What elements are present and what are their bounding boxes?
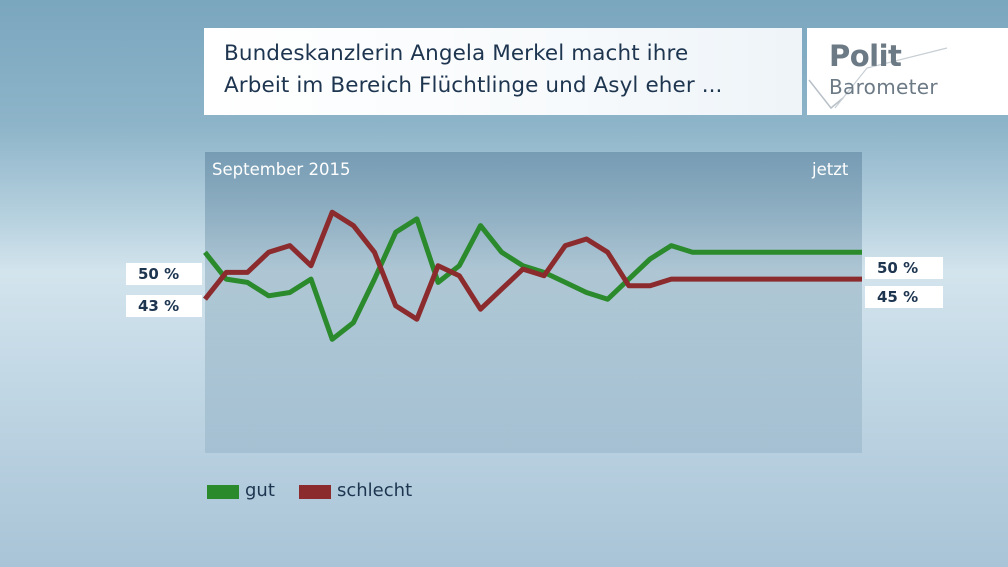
x-end-label: jetzt bbox=[812, 160, 849, 179]
politbarometer-logo: Polit Barometer bbox=[807, 28, 1008, 115]
gut-end-value-label: 50 % bbox=[865, 257, 943, 279]
chart-title-box: Bundeskanzlerin Angela Merkel macht ihre… bbox=[204, 28, 802, 115]
series-line-schlecht bbox=[203, 209, 862, 322]
chart-title-line-2: Arbeit im Bereich Flüchtlinge und Asyl e… bbox=[224, 73, 723, 98]
schlecht-start-value-label: 43 % bbox=[126, 295, 202, 317]
legend-label-gut: gut bbox=[245, 480, 275, 501]
legend-label-schlecht: schlecht bbox=[337, 480, 413, 501]
series-line-gut bbox=[203, 216, 862, 342]
schlecht-end-value-label: 45 % bbox=[865, 286, 943, 308]
plot-area bbox=[205, 152, 862, 453]
chart-title-line-1: Bundeskanzlerin Angela Merkel macht ihre bbox=[224, 41, 689, 66]
gut-start-value-label: 50 % bbox=[126, 263, 202, 285]
legend-swatch-schlecht bbox=[299, 485, 331, 499]
logo-word-polit: Polit bbox=[829, 39, 902, 73]
x-start-label: September 2015 bbox=[212, 160, 351, 179]
checkmark-icon bbox=[808, 47, 948, 110]
logo-word-barometer: Barometer bbox=[829, 75, 938, 99]
legend-swatch-gut bbox=[207, 485, 239, 499]
